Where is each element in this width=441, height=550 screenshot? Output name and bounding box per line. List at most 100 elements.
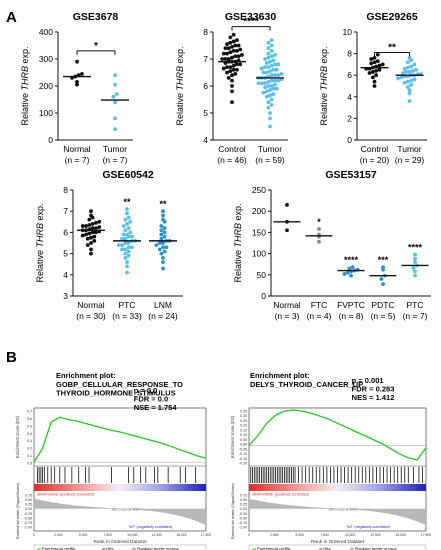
y-tick-label: 3 — [63, 291, 68, 301]
y-label-gene: THRB — [20, 66, 30, 91]
es-tick-label: 0.25 — [240, 419, 247, 423]
data-point — [123, 247, 128, 252]
y-tick-label: 8 — [203, 27, 208, 37]
es-tick-label: 0.3 — [27, 439, 32, 443]
data-point — [273, 82, 277, 87]
y-tick-label: 0 — [261, 291, 266, 301]
data-point — [370, 75, 375, 80]
gsea-panel-1: Enrichment plot:DELYS_THYROID_CANCER_UPp… — [230, 371, 431, 550]
zero-cross-label: Zero cross at 3217 — [111, 508, 139, 512]
data-point — [230, 84, 234, 88]
data-point — [350, 265, 355, 270]
data-point — [413, 252, 417, 257]
group-label: Control — [361, 144, 389, 154]
y-tick-label: 4 — [203, 135, 208, 145]
data-point — [94, 230, 98, 235]
zero-cross-label: Zero cross at 3217 — [329, 508, 357, 512]
y-label-part: exp. — [35, 203, 45, 223]
y-tick-label: 2 — [347, 113, 352, 123]
data-point — [264, 70, 269, 75]
data-point — [259, 81, 264, 86]
rank-tick-label: 0.00 — [25, 507, 32, 511]
rank-tick-label: -1.00 — [24, 526, 32, 530]
data-point — [274, 86, 279, 91]
data-point — [261, 90, 266, 95]
data-point — [113, 100, 117, 105]
ranking-gradient-bar — [249, 484, 426, 491]
data-point — [94, 220, 98, 225]
data-point — [159, 251, 164, 256]
y-tick-label: 8 — [347, 49, 352, 59]
data-point — [130, 245, 134, 250]
group-n-label: (n = 59) — [255, 155, 285, 165]
data-point — [125, 222, 129, 226]
positive-correlation-label: 'BRAFV600E' (positively correlated) — [252, 493, 309, 497]
data-point — [233, 71, 238, 76]
group-label: PDTC — [371, 300, 394, 310]
data-point — [379, 277, 384, 281]
x-tick-label: 10,000 — [345, 533, 355, 537]
data-point — [269, 97, 274, 102]
es-tick-label: -0.05 — [239, 447, 247, 451]
data-point — [161, 241, 165, 245]
chart-2: GSE29265 0 2 4 6 8 10 Relative THRB exp. Control… — [319, 11, 427, 165]
data-point — [263, 65, 267, 69]
data-point — [342, 272, 347, 276]
data-point — [235, 49, 239, 53]
group-label: LNM — [154, 300, 172, 310]
data-point — [273, 62, 277, 67]
data-point — [372, 56, 377, 60]
chart-title: GSE29265 — [366, 11, 418, 23]
data-point — [161, 209, 165, 214]
data-point — [380, 62, 385, 67]
rank-axis-label: Ranked list metric (Signal2Noise) — [16, 482, 20, 539]
data-point — [231, 63, 236, 68]
legend-label: Hits — [323, 547, 330, 550]
chart-0: GSE3678 0 100 200 300 400 Relative THRB exp. No… — [20, 11, 133, 165]
gsea-heading: Enrichment plot: — [250, 371, 310, 380]
gsea-title: DELYS_THYROID_CANCER_UP — [250, 380, 363, 389]
data-point — [230, 44, 234, 49]
data-point — [230, 55, 234, 60]
data-point — [317, 239, 321, 244]
data-point — [271, 58, 276, 63]
data-point — [162, 234, 167, 239]
data-point — [231, 39, 236, 44]
y-axis-label: Relative THRB exp. — [319, 46, 329, 125]
data-point — [405, 79, 410, 84]
data-point — [409, 78, 414, 83]
y-tick-label: 400 — [39, 27, 53, 37]
y-tick-label: 150 — [252, 227, 266, 237]
data-point — [223, 57, 228, 61]
data-point — [162, 249, 167, 254]
legend-swatch-ranking — [132, 547, 136, 550]
data-point — [89, 209, 93, 214]
data-point — [225, 51, 229, 56]
data-point — [92, 238, 97, 243]
x-tick-label: 15,000 — [176, 533, 186, 537]
data-point — [230, 78, 234, 83]
group-n-label: (n = 46) — [217, 155, 247, 165]
data-point — [276, 62, 281, 67]
data-point — [266, 55, 271, 60]
data-point — [225, 70, 229, 75]
y-axis-label: Relative THRB exp. — [20, 46, 30, 125]
significance-label: *** — [378, 255, 389, 265]
data-point — [268, 69, 272, 74]
gsea-stat: FDR = 0.0 — [134, 395, 168, 404]
data-point — [126, 253, 131, 258]
rank-tick-label: 0.00 — [240, 507, 247, 511]
group-n-label: (n = 33) — [112, 311, 142, 321]
data-point — [230, 73, 234, 78]
data-point — [223, 46, 228, 51]
data-point — [269, 73, 274, 78]
y-tick-label: 100 — [252, 249, 266, 259]
data-point — [161, 217, 165, 222]
rank-tick-label: -1.00 — [239, 526, 247, 530]
significance-label: * — [317, 217, 321, 227]
group-label: Tumor — [258, 144, 282, 154]
data-point — [230, 100, 234, 105]
legend-box — [33, 544, 207, 550]
es-tick-label: 0.7 — [27, 410, 32, 414]
data-point — [123, 217, 128, 222]
